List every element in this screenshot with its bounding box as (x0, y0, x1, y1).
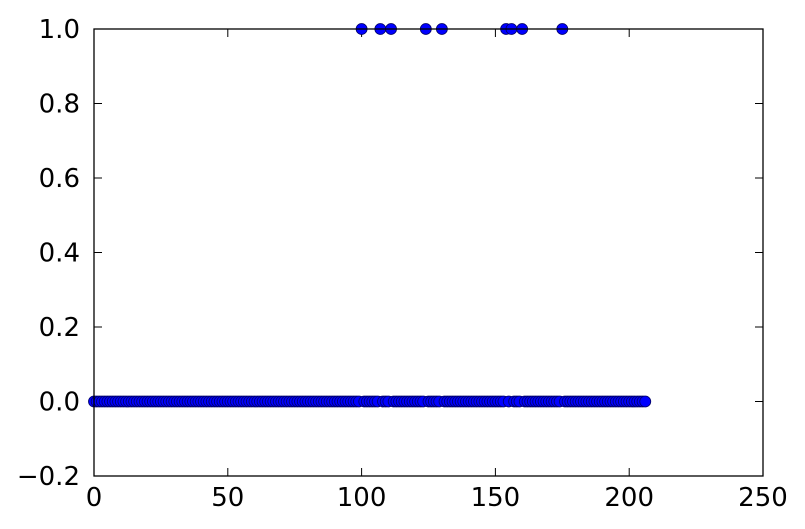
x-tick-label: 50 (211, 483, 244, 513)
y-tick-label: −0.2 (17, 462, 80, 492)
x-tick-label: 250 (738, 483, 788, 513)
y-tick-label: 0.6 (39, 164, 80, 194)
tick-labels-layer: 0 50 100 150 200 250 −0.2 0.0 0.2 0.4 0.6 0.8 1.0 (17, 15, 788, 513)
x-tick-label: 200 (604, 483, 654, 513)
y-tick-label: 0.8 (39, 90, 80, 120)
y-tick-label: 0.4 (39, 239, 80, 269)
y-tick-label: 0.2 (39, 313, 80, 343)
y-tick-label: 0.0 (39, 388, 80, 418)
plot-area-frame (93, 28, 764, 477)
points-layer (88, 23, 652, 408)
x-tick-label: 0 (86, 483, 103, 513)
x-tick-label: 100 (337, 483, 387, 513)
x-tick-label: 150 (471, 483, 521, 513)
y-tick-label: 1.0 (39, 15, 80, 45)
data-point (639, 395, 652, 408)
ticks-layer (93, 28, 764, 477)
